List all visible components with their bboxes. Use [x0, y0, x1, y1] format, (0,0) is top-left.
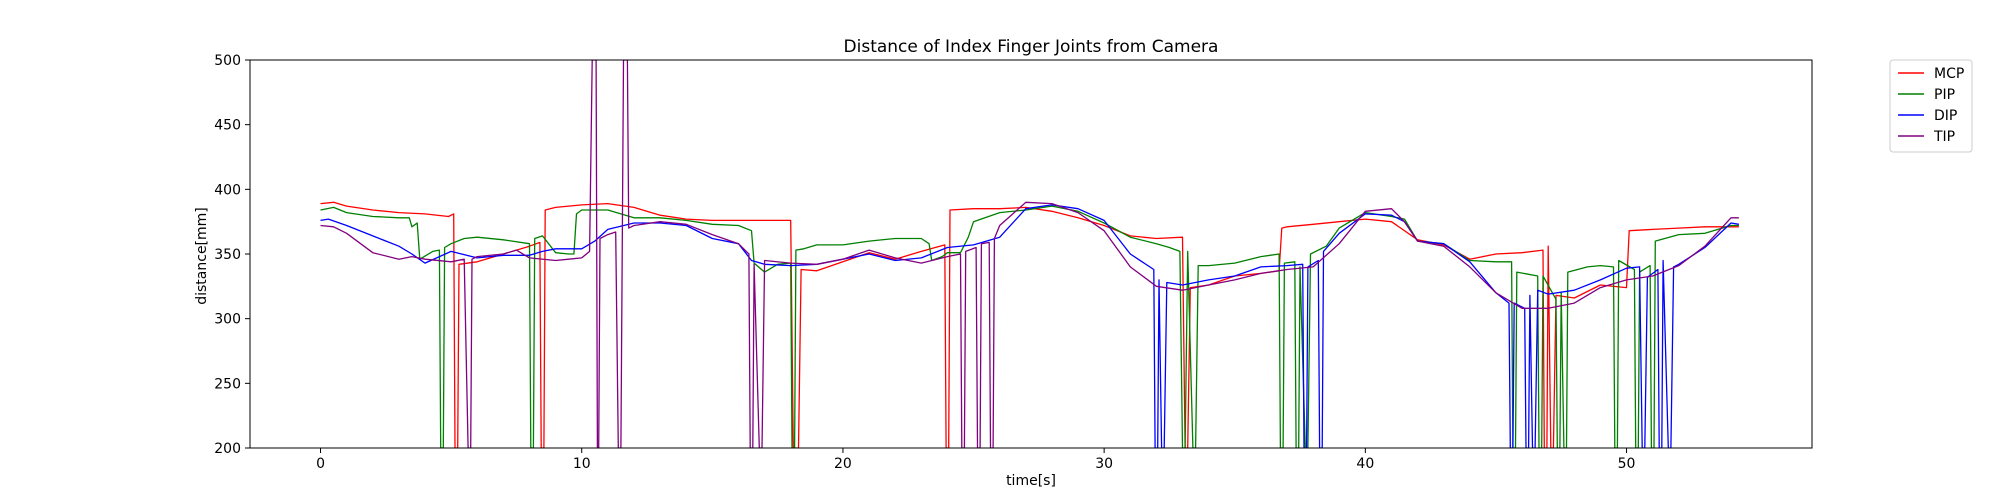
x-axis: 0 10 20 30 40 50 — [316, 448, 1635, 472]
series-line-tip — [320, 60, 1739, 448]
x-tick-label: 20 — [834, 456, 852, 472]
y-tick-label: 300 — [214, 312, 241, 328]
y-tick-label: 350 — [214, 247, 241, 263]
plot-area — [249, 59, 1813, 449]
legend-label-mcp: MCP — [1934, 66, 1964, 82]
x-axis-label: time[s] — [1006, 473, 1056, 489]
y-tick-label: 500 — [214, 53, 241, 69]
legend-label-dip: DIP — [1934, 108, 1957, 124]
series-line-dip — [320, 204, 1740, 448]
y-tick-label: 250 — [214, 376, 241, 392]
y-tick-label: 400 — [214, 182, 241, 198]
y-tick-label: 450 — [214, 118, 241, 134]
legend-label-pip: PIP — [1934, 87, 1955, 103]
y-tick-label: 200 — [214, 441, 241, 457]
legend: MCP PIP DIP TIP — [1889, 59, 1973, 153]
series-line-pip — [320, 205, 1739, 448]
x-tick-label: 0 — [316, 456, 325, 472]
legend-label-tip: TIP — [1933, 129, 1955, 145]
y-axis-label: distance[mm] — [194, 207, 210, 305]
y-axis: 200 250 300 350 400 450 500 — [214, 53, 250, 457]
x-tick-label: 50 — [1618, 456, 1636, 472]
x-tick-label: 30 — [1095, 456, 1113, 472]
x-tick-label: 10 — [573, 456, 591, 472]
chart-title: Distance of Index Finger Joints from Cam… — [844, 37, 1219, 57]
plot-frame — [249, 59, 1813, 449]
series-line-mcp — [320, 201, 1739, 448]
x-tick-label: 40 — [1356, 456, 1374, 472]
legend-box — [1889, 59, 1973, 153]
